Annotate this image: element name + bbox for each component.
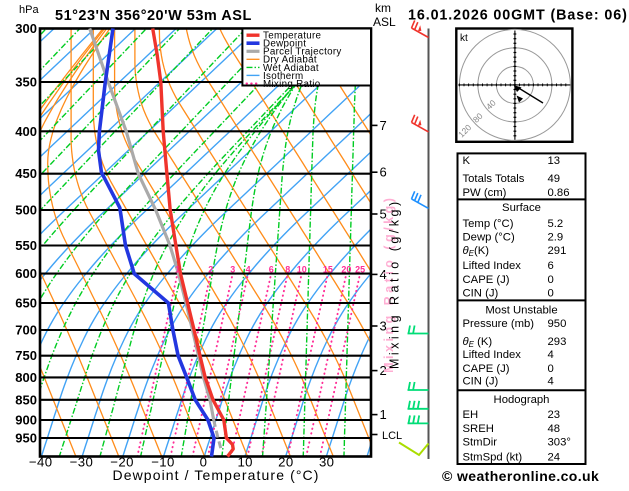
svg-text:1: 1 (175, 264, 180, 274)
svg-text:hPa: hPa (19, 4, 39, 16)
svg-text:Most Unstable: Most Unstable (485, 305, 557, 317)
svg-text:4: 4 (380, 267, 387, 282)
svg-text:0: 0 (200, 455, 208, 470)
svg-text:15: 15 (323, 264, 333, 274)
svg-text:950: 950 (15, 431, 37, 446)
svg-text:650: 650 (15, 296, 37, 311)
svg-text:CAPE (J): CAPE (J) (463, 274, 510, 286)
svg-text:291: 291 (548, 245, 567, 257)
svg-text:© weatheronline.co.uk: © weatheronline.co.uk (442, 468, 599, 484)
svg-text:1: 1 (380, 407, 387, 422)
svg-text:303°: 303° (548, 437, 571, 449)
svg-text:kt: kt (460, 33, 468, 44)
svg-text:Totals Totals: Totals Totals (463, 173, 525, 185)
svg-text:Lifted Index: Lifted Index (463, 349, 522, 361)
svg-text:6: 6 (269, 264, 274, 274)
svg-text:6: 6 (548, 260, 554, 272)
svg-text:0: 0 (548, 288, 554, 300)
svg-text:4: 4 (246, 264, 251, 274)
svg-text:450: 450 (15, 166, 37, 181)
svg-text:700: 700 (15, 323, 37, 338)
svg-text:51°23'N 356°20'W 53m ASL: 51°23'N 356°20'W 53m ASL (55, 8, 252, 24)
svg-text:θE(K): θE(K) (463, 245, 490, 258)
svg-text:900: 900 (15, 413, 37, 428)
svg-text:13: 13 (548, 155, 561, 167)
svg-text:48: 48 (548, 423, 561, 435)
svg-text:−20: −20 (110, 455, 134, 470)
svg-text:Dewpoint: Dewpoint (263, 39, 306, 50)
svg-text:7: 7 (380, 118, 387, 133)
svg-text:Dry Adiabat: Dry Adiabat (263, 55, 317, 66)
svg-text:−30: −30 (70, 455, 94, 470)
svg-text:850: 850 (15, 392, 37, 407)
svg-text:2.9: 2.9 (548, 231, 564, 243)
svg-text:3: 3 (230, 264, 235, 274)
svg-text:km: km (375, 1, 391, 15)
svg-text:Dewpoint / Temperature (°C): Dewpoint / Temperature (°C) (113, 467, 320, 483)
svg-text:0: 0 (548, 363, 554, 375)
svg-text:Pressure (mb): Pressure (mb) (463, 318, 535, 330)
svg-text:Wet Adiabat: Wet Adiabat (263, 63, 319, 74)
svg-text:16.01.2026 00GMT (Base: 06): 16.01.2026 00GMT (Base: 06) (408, 8, 628, 24)
svg-text:49: 49 (548, 173, 561, 185)
svg-text:Hodograph: Hodograph (494, 394, 550, 406)
svg-text:5: 5 (380, 207, 387, 222)
svg-text:5.2: 5.2 (548, 218, 564, 230)
svg-text:CAPE (J): CAPE (J) (463, 363, 510, 375)
svg-text:Dewp (°C): Dewp (°C) (463, 231, 515, 243)
svg-text:24: 24 (548, 451, 561, 463)
svg-text:10: 10 (237, 455, 252, 470)
svg-text:StmSpd (kt): StmSpd (kt) (463, 451, 523, 463)
svg-text:−40: −40 (29, 455, 53, 470)
svg-text:6: 6 (380, 165, 387, 180)
svg-text:550: 550 (15, 238, 37, 253)
svg-text:0: 0 (548, 274, 554, 286)
svg-text:4: 4 (548, 349, 554, 361)
svg-text:2: 2 (208, 264, 213, 274)
svg-text:30: 30 (319, 455, 334, 470)
svg-text:750: 750 (15, 348, 37, 363)
svg-text:8: 8 (285, 264, 290, 274)
svg-text:LCL: LCL (382, 430, 402, 442)
svg-text:10: 10 (297, 264, 307, 274)
svg-text:500: 500 (15, 203, 37, 218)
svg-text:PW (cm): PW (cm) (463, 187, 507, 199)
svg-text:950: 950 (548, 318, 567, 330)
svg-text:25: 25 (355, 264, 365, 274)
svg-text:20: 20 (278, 455, 293, 470)
svg-text:300: 300 (15, 21, 37, 36)
svg-text:Temperature: Temperature (263, 31, 322, 42)
svg-text:20: 20 (341, 264, 351, 274)
svg-text:θE (K): θE (K) (463, 336, 493, 349)
svg-text:800: 800 (15, 370, 37, 385)
svg-text:Parcel Trajectory: Parcel Trajectory (263, 47, 342, 58)
svg-text:400: 400 (15, 124, 37, 139)
svg-text:StmDir: StmDir (463, 437, 498, 449)
svg-text:K: K (463, 155, 471, 167)
svg-text:EH: EH (463, 409, 479, 421)
svg-text:Mixing Ratio (g/kg): Mixing Ratio (g/kg) (388, 198, 402, 369)
svg-text:350: 350 (15, 75, 37, 90)
svg-text:4: 4 (548, 376, 554, 388)
svg-text:Lifted Index: Lifted Index (463, 260, 522, 272)
svg-text:CIN (J): CIN (J) (463, 288, 499, 300)
svg-text:2: 2 (380, 363, 387, 378)
svg-text:Temp (°C): Temp (°C) (463, 218, 514, 230)
svg-text:600: 600 (15, 266, 37, 281)
svg-text:SREH: SREH (463, 423, 494, 435)
svg-text:−10: −10 (151, 455, 175, 470)
svg-text:CIN (J): CIN (J) (463, 376, 499, 388)
svg-text:Mixing Ratio (g/kg): Mixing Ratio (g/kg) (382, 195, 396, 373)
svg-text:Surface: Surface (502, 202, 541, 214)
svg-text:293: 293 (548, 336, 567, 348)
svg-text:Isotherm: Isotherm (263, 71, 304, 82)
svg-text:ASL: ASL (373, 15, 396, 29)
svg-text:Mixing Ratio: Mixing Ratio (263, 79, 321, 90)
svg-text:3: 3 (380, 319, 387, 334)
svg-text:0.86: 0.86 (548, 187, 570, 199)
svg-text:23: 23 (548, 409, 561, 421)
